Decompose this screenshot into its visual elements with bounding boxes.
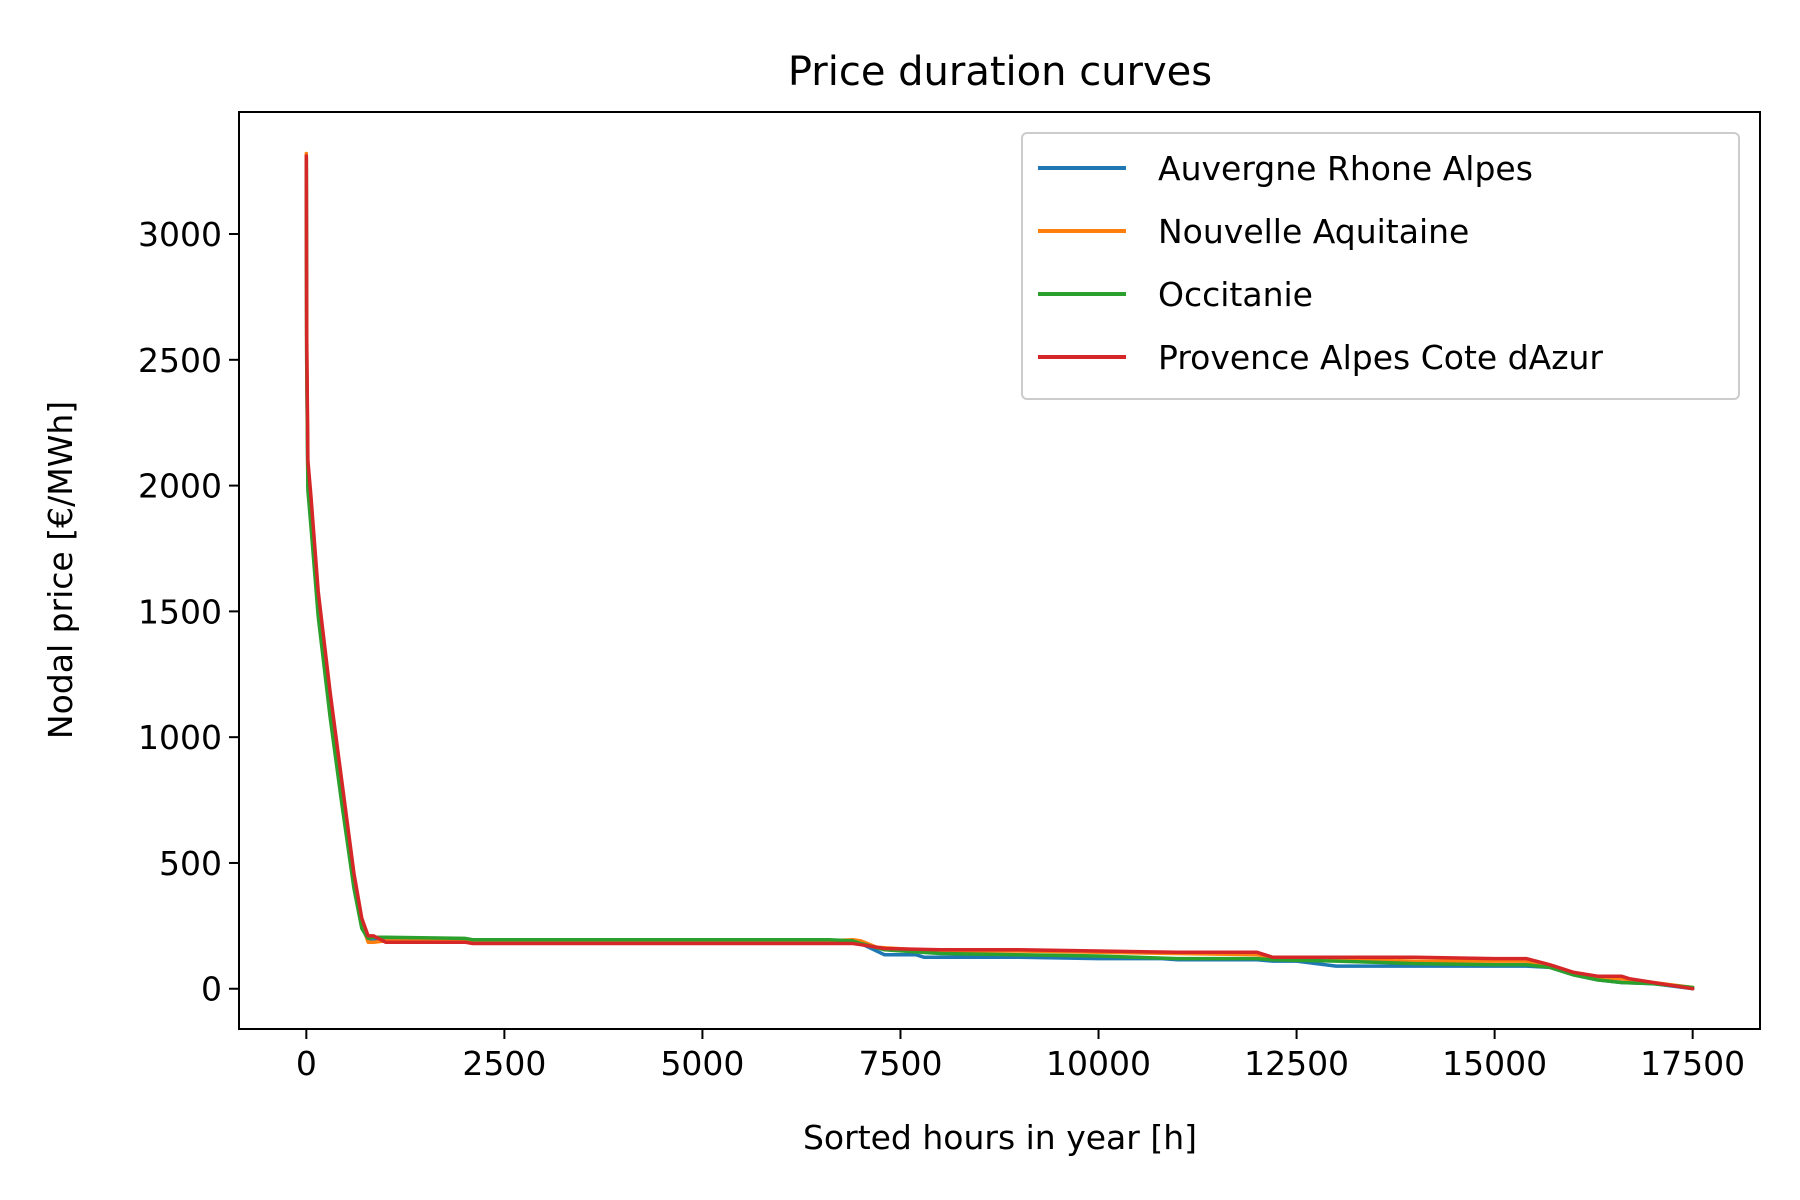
legend-box: [1021, 132, 1740, 400]
x-tick-label: 10000: [1046, 1044, 1151, 1083]
plot-layer: [304, 151, 1695, 991]
x-tick-label: 15000: [1442, 1044, 1547, 1083]
x-tick-label: 2500: [462, 1044, 546, 1083]
x-tick-label: 5000: [660, 1044, 744, 1083]
y-tick-label: 2000: [138, 467, 222, 506]
y-tick-label: 500: [159, 844, 222, 883]
x-tick-label: 0: [296, 1044, 317, 1083]
x-tick-label: 7500: [858, 1044, 942, 1083]
x-tick-label: 17500: [1640, 1044, 1745, 1083]
plot-frame: [238, 111, 1761, 1030]
y-tick-label: 3000: [138, 215, 222, 254]
y-tick-label: 1500: [138, 592, 222, 631]
legend-label: Occitanie: [1158, 275, 1313, 314]
ticks-layer: 0 2500 5000 7500 10000 12500 15000 17500 0 500 100…: [138, 215, 1745, 1083]
y-tick-label: 1000: [138, 718, 222, 757]
y-tick-label: 0: [201, 970, 222, 1009]
x-tick-label: 12500: [1244, 1044, 1349, 1083]
series-line-4: [304, 154, 1695, 991]
legend-label: Nouvelle Aquitaine: [1158, 212, 1469, 251]
legend-label: Provence Alpes Cote dAzur: [1158, 338, 1603, 377]
legend-label: Auvergne Rhone Alpes: [1158, 149, 1533, 188]
chart-title: Price duration curves: [788, 49, 1212, 95]
y-tick-label: 2500: [138, 341, 222, 380]
y-axis-label: Nodal price [€/MWh]: [41, 401, 80, 739]
x-axis-label: Sorted hours in year [h]: [803, 1118, 1197, 1157]
legend: Auvergne Rhone Alpes Nouvelle Aquitaine Oc…: [1021, 132, 1740, 400]
